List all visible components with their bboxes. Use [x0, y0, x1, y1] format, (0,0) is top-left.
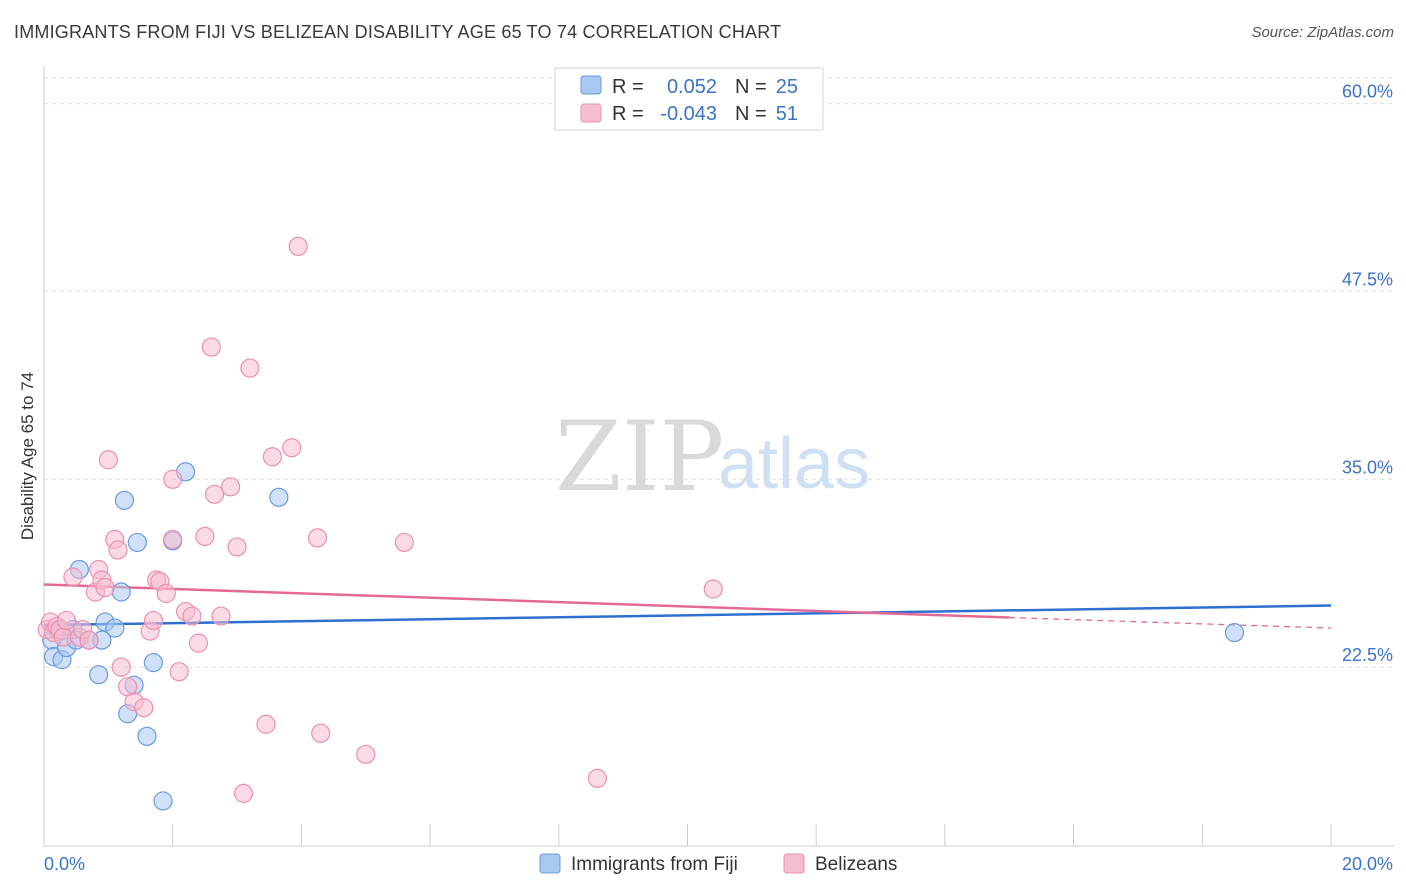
belize-point-7	[63, 567, 83, 587]
fiji-point-12	[111, 582, 131, 602]
belize-point-37	[227, 537, 247, 557]
y-tick-label-0: 22.5%	[1342, 645, 1393, 665]
fiji-point-21	[269, 487, 289, 507]
legend-swatch-fiji	[580, 75, 602, 95]
stats-legend: R = 0.052 N = 25 R = -0.043 N = 51	[554, 67, 824, 131]
fiji-point-17	[143, 653, 163, 673]
series-legend-label-belize: Belizeans	[815, 854, 897, 875]
belize-point-45	[311, 723, 331, 743]
belize-point-23	[143, 610, 163, 631]
belize-point-27	[163, 469, 183, 489]
trend-lines	[43, 583, 1332, 629]
watermark: ZIP atlas	[555, 401, 870, 513]
x-tick-label-1: 20.0%	[1342, 854, 1393, 874]
legend-swatch-belize	[580, 103, 602, 123]
belize-trend-extension	[1009, 616, 1332, 629]
legend-n-label-belize: N =	[735, 103, 767, 125]
belize-point-47	[394, 532, 414, 553]
belize-point-34	[204, 484, 225, 504]
y-tick-label-1: 35.0%	[1342, 457, 1393, 477]
belize-point-17	[108, 540, 128, 560]
belize-point-33	[201, 337, 221, 357]
belize-point-31	[188, 633, 209, 653]
belize-point-46	[356, 744, 376, 764]
legend-r-value-belize: -0.043	[660, 103, 717, 125]
data-points	[37, 236, 1245, 811]
legend-n-value-fiji: 25	[776, 76, 798, 98]
belize-point-44	[307, 528, 328, 548]
legend-r-value-fiji: 0.052	[667, 76, 717, 98]
belize-point-40	[256, 714, 276, 734]
fiji-trend-line	[43, 604, 1332, 627]
belize-point-42	[282, 438, 302, 458]
belize-trend-line	[43, 583, 1010, 619]
belize-point-49	[703, 579, 723, 599]
watermark-zip: ZIP	[555, 401, 724, 513]
belize-point-18	[111, 657, 131, 677]
fiji-point-16	[137, 726, 157, 746]
belize-point-26	[156, 583, 176, 604]
source-credit: Source: ZipAtlas.com	[1251, 24, 1394, 41]
y-axis-label: Disability Age 65 to 74	[18, 372, 37, 540]
chart-title: IMMIGRANTS FROM FIJI VS BELIZEAN DISABIL…	[14, 22, 782, 42]
y-tick-label-2: 47.5%	[1342, 269, 1393, 289]
legend-n-label-fiji: N =	[735, 76, 767, 98]
y-tick-label-3: 60.0%	[1342, 82, 1393, 102]
belize-point-15	[98, 450, 118, 470]
belize-point-41	[262, 447, 283, 467]
series-legend-label-fiji: Immigrants from Fiji	[571, 854, 738, 875]
belize-point-5	[53, 627, 73, 647]
belize-point-28	[169, 662, 189, 682]
watermark-atlas: atlas	[718, 424, 870, 504]
x-tick-label-0: 0.0%	[44, 854, 85, 874]
series-legend-swatch-belize	[783, 853, 805, 874]
belize-point-36	[221, 477, 241, 497]
belize-point-6	[56, 610, 77, 631]
legend-n-value-belize: 51	[776, 103, 798, 125]
fiji-point-24	[1224, 622, 1245, 643]
legend-r-label-fiji: R =	[612, 76, 644, 98]
belize-point-48	[587, 768, 608, 788]
fiji-point-9	[89, 665, 109, 685]
belize-point-35	[211, 606, 231, 626]
x-tick-labels: 0.0% 20.0%	[44, 854, 1393, 874]
belize-point-39	[233, 783, 254, 803]
series-legend: Immigrants from Fiji Belizeans	[539, 853, 897, 875]
belize-point-50	[163, 529, 183, 550]
belize-point-32	[195, 526, 215, 547]
belize-point-43	[288, 236, 308, 256]
fiji-point-15	[127, 532, 147, 553]
series-legend-swatch-fiji	[539, 853, 561, 874]
belize-point-14	[95, 577, 115, 598]
legend-r-label-belize: R =	[612, 103, 644, 125]
fiji-point-13	[114, 490, 135, 510]
axes	[43, 66, 1394, 847]
y-tick-labels: 22.5% 35.0% 47.5% 60.0%	[1342, 82, 1393, 666]
belize-point-10	[79, 630, 99, 650]
belize-point-21	[134, 698, 154, 718]
fiji-point-18	[153, 791, 173, 811]
belize-point-38	[240, 358, 260, 378]
fiji-point-11	[105, 618, 125, 638]
belize-point-30	[182, 606, 202, 626]
